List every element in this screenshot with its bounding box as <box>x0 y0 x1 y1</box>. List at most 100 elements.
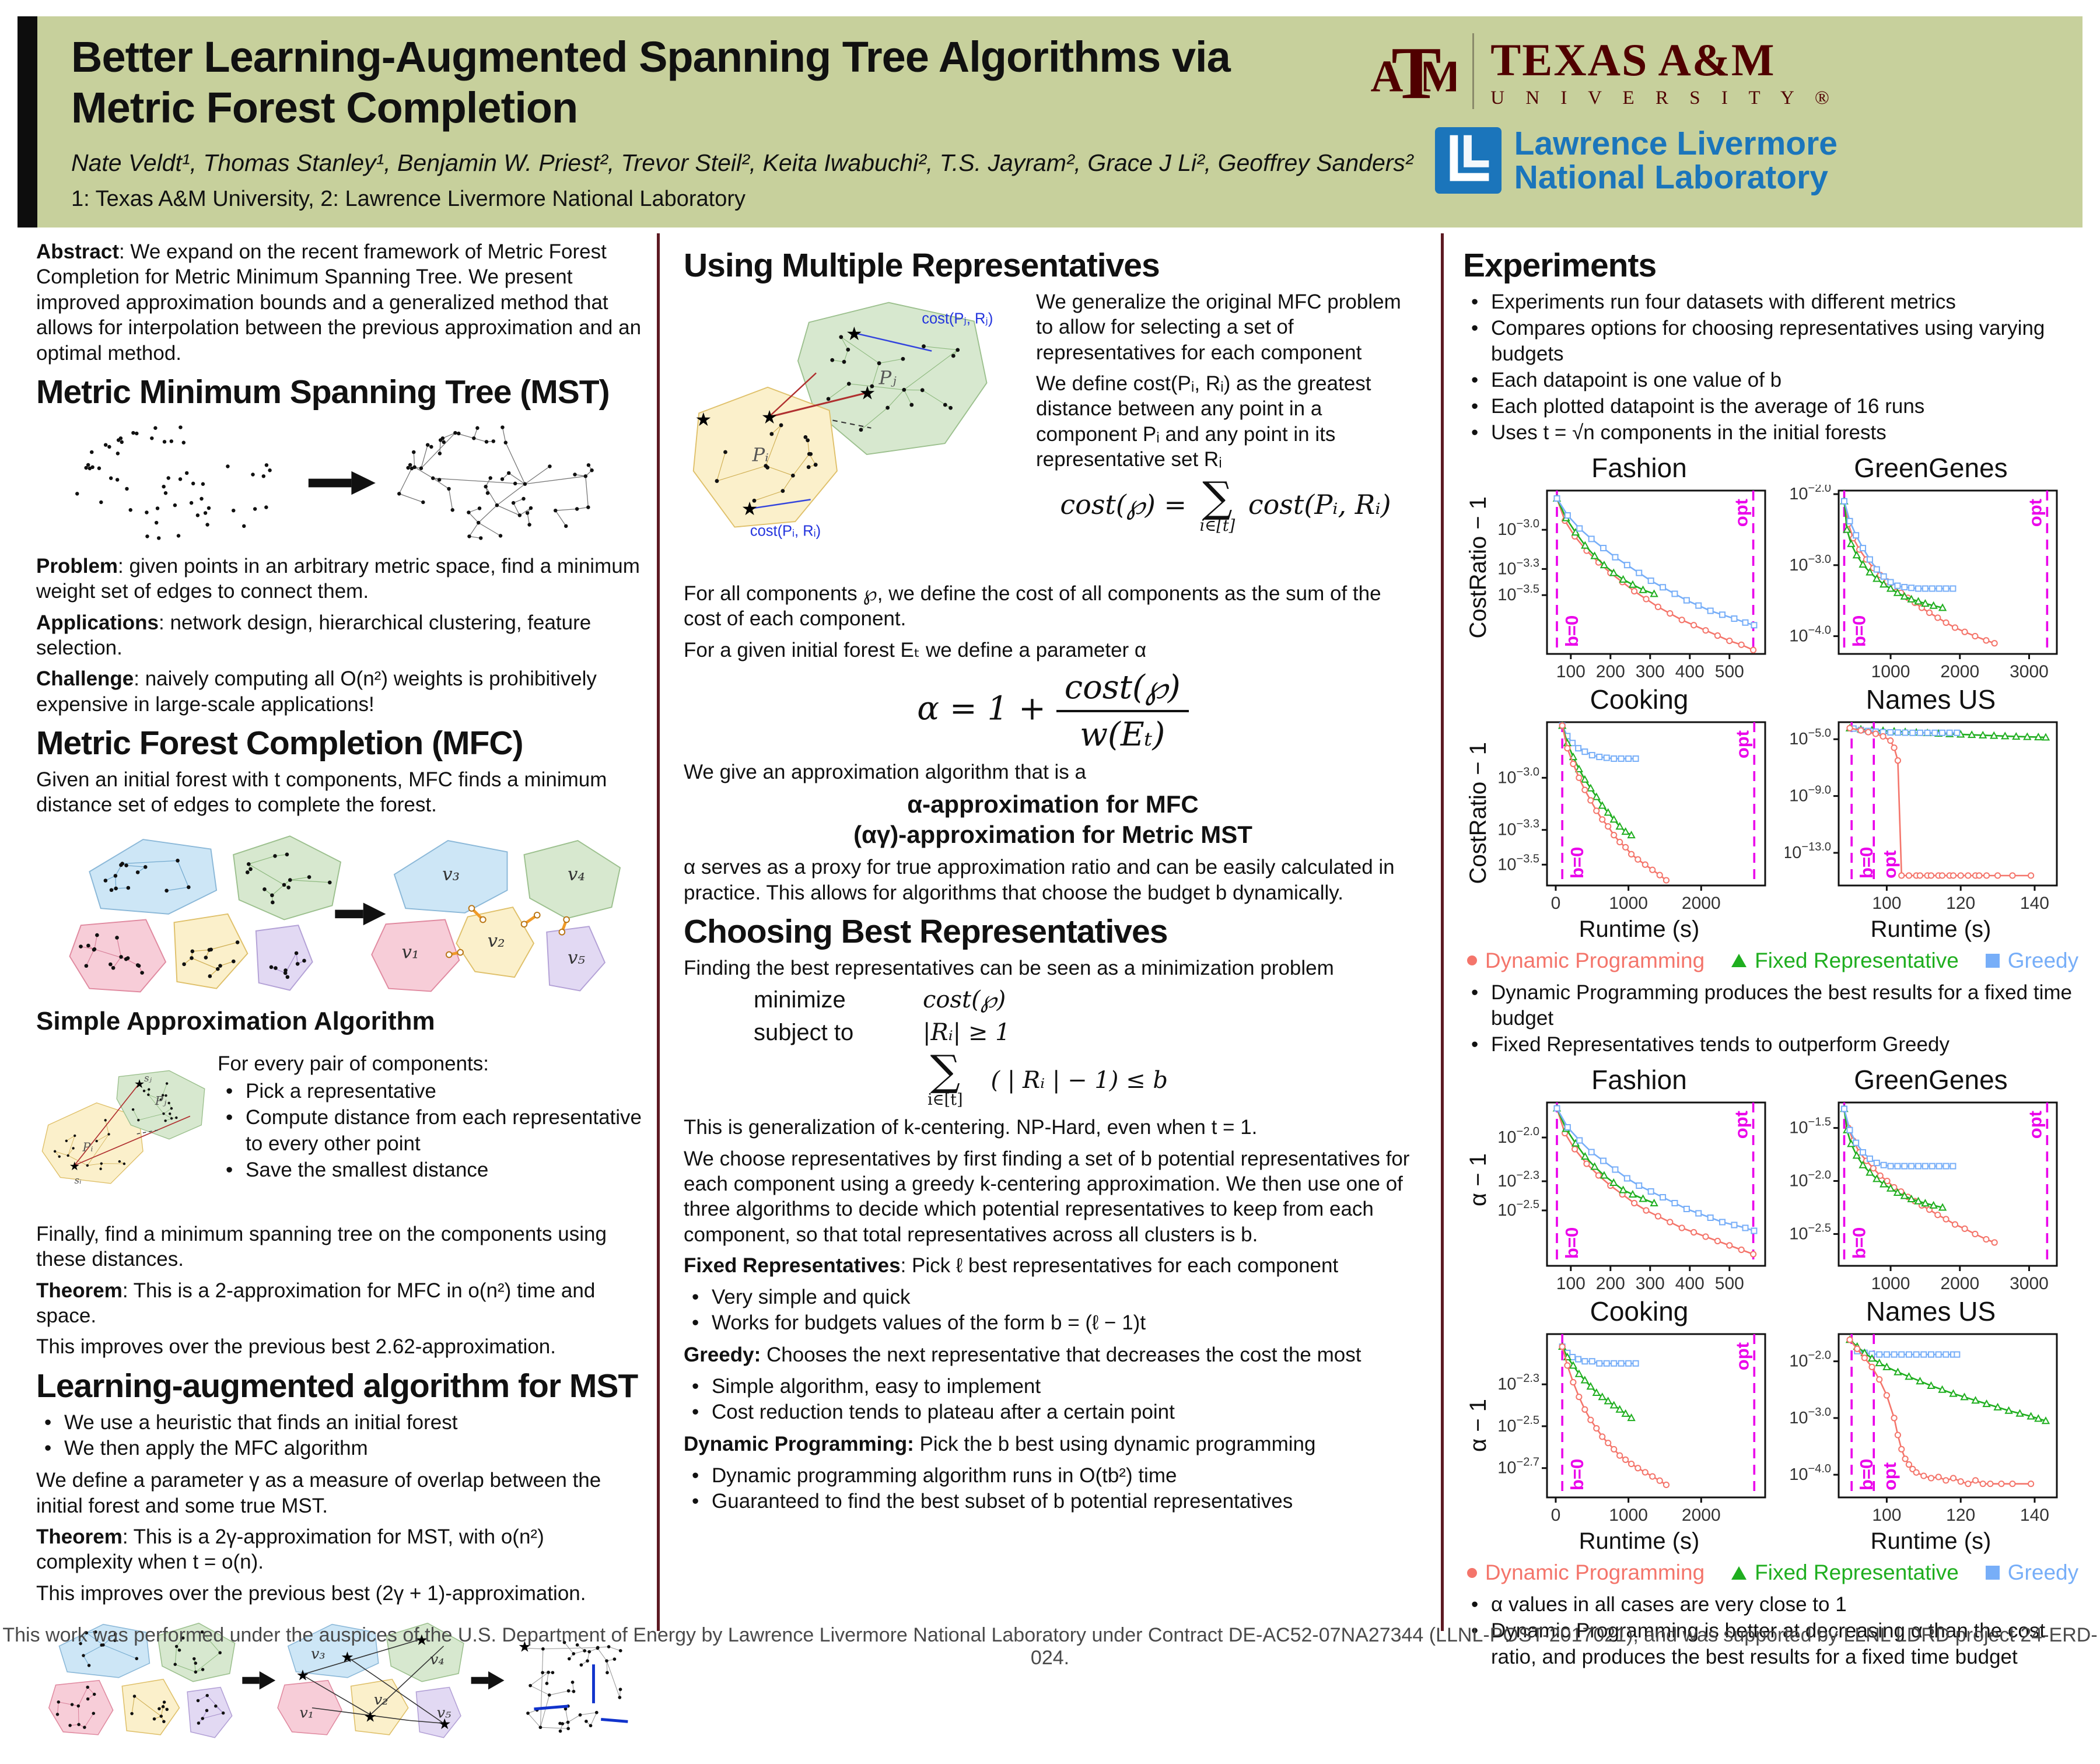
chart-group-costratio: CostRatio − 1 Fashion 10−3.0 10−3.3 10−3.5 1… <box>1463 452 2082 943</box>
tamu-university: U N I V E R S I T Y ® <box>1490 88 1838 109</box>
llnl-line-1: Lawrence Livermore <box>1514 127 1838 160</box>
arrow-icon <box>309 471 376 495</box>
improves2: This improves over the previous best (2γ… <box>36 1581 645 1606</box>
finding-text: Finding the best representatives can be … <box>684 956 1422 981</box>
simple-approx-block: ★ ★ Pᵢ Pⱼ sᵢ sⱼ For every pair of compon… <box>36 1041 645 1222</box>
svg-text:10−3.0: 10−3.0 <box>1497 765 1539 787</box>
fixed-bullets: Very simple and quick Works for budgets … <box>684 1284 1422 1337</box>
label-sj: sⱼ <box>144 1073 152 1084</box>
forest-text: For a given initial forest Eₜ we define … <box>684 638 1422 663</box>
chart-title: Fashion <box>1493 1064 1785 1096</box>
left-column: Abstract: We expand on the recent framew… <box>36 239 645 1764</box>
allcomp-text: For all components ℘, we define the cost… <box>684 581 1422 632</box>
gamma-text: We define a parameter γ as a measure of … <box>36 1468 645 1518</box>
fixed-label: Fixed Representatives <box>684 1254 901 1277</box>
svg-text:100: 100 <box>1556 1274 1586 1293</box>
svg-text:3000: 3000 <box>2010 662 2049 681</box>
list-item: Save the smallest distance <box>226 1157 645 1184</box>
svg-text:10−3.3: 10−3.3 <box>1497 556 1539 578</box>
list-item: Pick a representative <box>226 1079 645 1105</box>
svg-text:T: T <box>1392 32 1441 112</box>
svg-text:0: 0 <box>1551 1506 1561 1524</box>
label-Pi: Pᵢ <box>82 1140 93 1154</box>
list-item: Very simple and quick <box>692 1284 1422 1311</box>
mst-tree <box>397 425 594 540</box>
chart-title: Names US <box>1785 684 2077 715</box>
cost-equation: cost(℘) = ∑i∈[t] cost(Pᵢ, Rᵢ) <box>1036 478 1415 536</box>
poster: { "colors":{"header_bg":"#c7d09c","maroo… <box>0 0 2100 1680</box>
chart-title: GreenGenes <box>1785 1064 2077 1096</box>
applications-label: Applications <box>36 611 159 634</box>
mfc-heading: Metric Forest Completion (MFC) <box>36 726 645 761</box>
svg-text:10−3.0: 10−3.0 <box>1789 1406 1831 1427</box>
gen-text-2: We define cost(Pᵢ, Rᵢ) as the greatest d… <box>1036 371 1415 473</box>
svg-text:120: 120 <box>1946 1506 1975 1524</box>
svg-text:b=0: b=0 <box>1562 615 1582 646</box>
svg-text:10−2.0: 10−2.0 <box>1497 1125 1539 1147</box>
svg-text:10−2.0: 10−2.0 <box>1789 485 1831 503</box>
chart-title: Fashion <box>1493 452 1785 484</box>
kcenter-text: This is generalization of k-centering. N… <box>684 1115 1422 1140</box>
list-item: α values in all cases are very close to … <box>1471 1592 2082 1618</box>
list-item: We use a heuristic that finds an initial… <box>44 1410 645 1436</box>
learning-heading: Learning-augmented algorithm for MST <box>36 1369 645 1404</box>
svg-text:10−9.0: 10−9.0 <box>1789 783 1831 805</box>
right-column: Experiments Experiments run four dataset… <box>1463 239 2082 1676</box>
label-v1: v₁ <box>299 1704 314 1722</box>
authors: Nate Veldt¹, Thomas Stanley¹, Benjamin W… <box>71 149 1413 177</box>
footer-acknowledgment: This work was performed under the auspic… <box>0 1624 2100 1670</box>
svg-text:100: 100 <box>1872 1506 1901 1524</box>
label-Pj: Pⱼ <box>155 1094 167 1108</box>
svg-text:10−2.3: 10−2.3 <box>1497 1169 1539 1191</box>
simple-approx-figure: ★ ★ Pᵢ Pⱼ sᵢ sⱼ <box>36 1041 209 1222</box>
fixed-marker-icon <box>1731 1566 1746 1580</box>
tamu-monogram-icon: A M T <box>1368 30 1456 112</box>
list-item: Guaranteed to find the best subset of b … <box>692 1489 1422 1515</box>
learning-bullets: We use a heuristic that finds an initial… <box>36 1410 645 1462</box>
choose-text: We choose representatives by first findi… <box>684 1146 1422 1248</box>
y-axis-label: CostRatio − 1 <box>1463 452 1493 684</box>
svg-text:opt: opt <box>1880 850 1900 878</box>
experiments-bullets: Experiments run four datasets with diffe… <box>1463 289 2082 446</box>
svg-text:100: 100 <box>1872 894 1901 912</box>
svg-text:b=0: b=0 <box>1567 846 1587 878</box>
svg-text:400: 400 <box>1675 1274 1704 1293</box>
llnl-mark-icon <box>1434 126 1503 195</box>
alpha-proxy: α serves as a proxy for true approximati… <box>684 855 1422 905</box>
list-item: Works for budgets values of the form b =… <box>692 1310 1422 1336</box>
findings-1: Dynamic Programming produces the best re… <box>1463 980 2082 1058</box>
list-item: Fixed Representatives tends to outperfor… <box>1471 1032 2082 1058</box>
dp-marker-icon <box>1467 1568 1477 1578</box>
multirep-block: ★★★ ★★ Pⱼ Pᵢ cost(Pⱼ, Rⱼ) cost(Pᵢ, Rᵢ) W… <box>684 289 1422 581</box>
svg-text:opt: opt <box>2025 499 2045 527</box>
svg-text:140: 140 <box>2020 1506 2049 1524</box>
svg-text:★: ★ <box>296 1668 310 1684</box>
svg-text:300: 300 <box>1636 1274 1665 1293</box>
greedy-bullets: Simple algorithm, easy to implement Cost… <box>684 1374 1422 1426</box>
x-axis-label: Runtime (s) <box>1493 1528 1785 1555</box>
abstract-label: Abstract <box>36 240 119 263</box>
column-divider <box>657 233 660 1631</box>
svg-text:10−2.0: 10−2.0 <box>1789 1349 1831 1371</box>
svg-text:★: ★ <box>761 407 778 428</box>
svg-text:10−3.5: 10−3.5 <box>1497 583 1539 604</box>
label-si: sᵢ <box>75 1175 82 1186</box>
list-item: Experiments run four datasets with diffe… <box>1471 289 2082 316</box>
y-axis-label: CostRatio − 1 <box>1463 684 1493 943</box>
greedy-marker-icon <box>1986 954 2000 968</box>
list-item: Simple algorithm, easy to implement <box>692 1374 1422 1400</box>
simple-intro: For every pair of components: <box>218 1051 645 1076</box>
arrow-icon <box>335 902 386 925</box>
sigma: ∑ <box>928 1052 963 1090</box>
simple-approx-heading: Simple Approximation Algorithm <box>36 1007 645 1036</box>
svg-text:b=0: b=0 <box>1849 1227 1869 1259</box>
y-axis-label: α − 1 <box>1463 1296 1493 1555</box>
sigma: ∑ <box>1200 478 1236 516</box>
